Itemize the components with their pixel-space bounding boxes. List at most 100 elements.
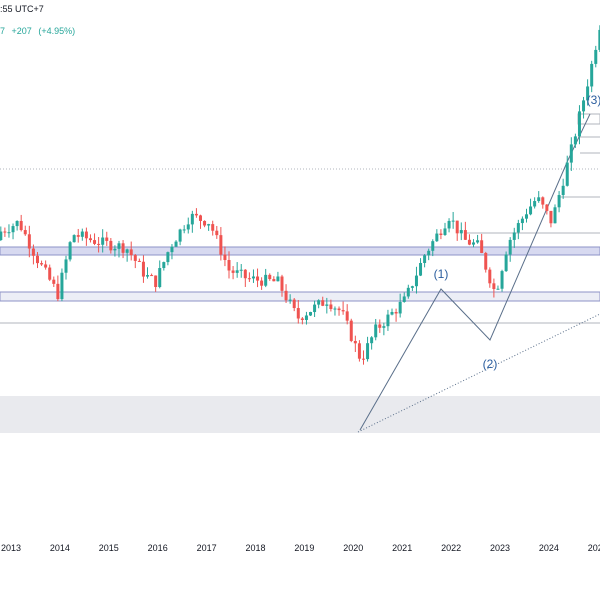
candle [300, 317, 304, 325]
candle [329, 299, 333, 312]
candle [231, 266, 235, 280]
candle [207, 223, 211, 231]
candle-body [520, 218, 524, 224]
candle [537, 191, 541, 203]
candle [333, 306, 337, 316]
candle-body [435, 233, 439, 242]
candle-body [284, 290, 288, 301]
candle-body [280, 276, 284, 291]
candle [284, 284, 288, 303]
candle-body [97, 243, 101, 245]
candle [455, 220, 459, 241]
wave-path [359, 113, 591, 431]
header-change: 7 +207 (+4.95%) [0, 26, 79, 36]
candle [203, 220, 207, 228]
candle-body [586, 86, 590, 101]
candle-body [557, 195, 561, 208]
candle [48, 264, 52, 282]
candle [573, 133, 577, 148]
candle-body [44, 264, 48, 268]
candle-body [154, 275, 158, 288]
candle [374, 318, 378, 341]
candle-body [345, 311, 349, 321]
candle [186, 217, 190, 234]
candle [533, 197, 537, 209]
candle-body [590, 63, 594, 87]
candle [264, 268, 268, 288]
candle-body [516, 223, 520, 233]
candle [504, 251, 508, 272]
candle [243, 269, 247, 287]
candle-body [170, 246, 174, 253]
x-tick-label: 2013 [1, 543, 21, 553]
x-tick-label: 2015 [99, 543, 119, 553]
candle [35, 252, 39, 269]
candle [467, 234, 471, 246]
candles-layer [0, 25, 600, 365]
candle [166, 251, 170, 266]
wave-label-2: (2) [483, 357, 498, 371]
candle [353, 335, 357, 352]
candle-body [60, 272, 64, 300]
wave-label-3: (3) [587, 93, 600, 107]
candle [427, 248, 431, 261]
candle [292, 298, 296, 312]
candle [174, 240, 178, 247]
candle-body [386, 314, 390, 327]
candle [370, 336, 374, 350]
candle [15, 220, 19, 231]
candle [97, 237, 101, 253]
candle-body [88, 238, 92, 241]
candle-body [524, 214, 528, 219]
candle-body [361, 358, 365, 360]
candle-body [321, 300, 325, 306]
candle-body [480, 240, 484, 253]
candle [129, 241, 133, 261]
candle-body [582, 100, 586, 112]
candle-body [239, 269, 243, 271]
candle [484, 251, 488, 273]
candle [423, 254, 427, 268]
candle [349, 318, 353, 343]
candle [276, 271, 280, 282]
candle-body [443, 228, 447, 235]
candle-body [569, 144, 573, 163]
candle [158, 260, 162, 289]
candle [64, 255, 68, 280]
candle [109, 238, 113, 254]
candle [480, 233, 484, 254]
candle-body [31, 248, 35, 256]
candle-body [296, 308, 300, 319]
candle-body [121, 243, 125, 253]
zones-layer [0, 246, 600, 433]
candle-body [223, 254, 227, 261]
candle [488, 267, 492, 288]
candle-body [541, 197, 545, 205]
candle-body [488, 269, 492, 284]
candle-body [182, 229, 186, 231]
candle-body [251, 276, 255, 279]
trendlines-layer [357, 113, 600, 433]
candle-body [463, 230, 467, 240]
candle [345, 304, 349, 325]
candle [68, 240, 72, 262]
candle [337, 306, 341, 316]
candle-body [374, 324, 378, 338]
candle [105, 231, 109, 246]
candle [410, 285, 414, 292]
candle-body [52, 279, 56, 284]
candle-body [215, 230, 219, 236]
candle-body [492, 283, 496, 290]
candle-body [256, 276, 260, 281]
levels-layer [0, 113, 600, 324]
candle [577, 105, 581, 145]
candle [88, 234, 92, 243]
candle-body [15, 220, 19, 227]
candle [7, 224, 11, 238]
x-tick-label: 2022 [441, 543, 461, 553]
candle [288, 294, 292, 304]
candle [390, 308, 394, 316]
candle-body [553, 207, 557, 224]
